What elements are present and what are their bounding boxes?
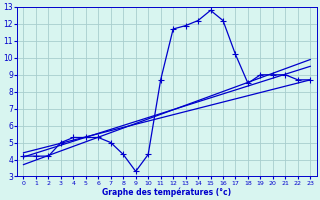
X-axis label: Graphe des températures (°c): Graphe des températures (°c) — [102, 187, 231, 197]
